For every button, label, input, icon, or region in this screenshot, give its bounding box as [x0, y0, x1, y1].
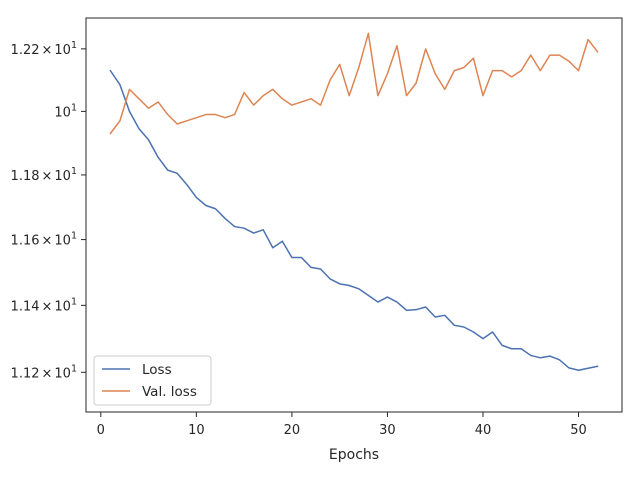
y-tick-label: 1.16 × 101 — [11, 231, 77, 249]
series-line-val-loss — [109, 32, 599, 135]
legend-label-val-loss: Val. loss — [142, 384, 197, 400]
y-tick-label: 1.12 × 101 — [11, 363, 77, 381]
y-tick-label: 101 — [54, 102, 77, 120]
x-axis: 0 10 20 30 40 50 — [97, 412, 587, 438]
x-tick-label: 50 — [570, 423, 587, 438]
x-axis-label: Epochs — [329, 447, 379, 463]
plot-background — [86, 18, 622, 412]
x-tick-label: 10 — [188, 423, 205, 438]
series-line-loss — [109, 69, 599, 372]
x-tick-label: 20 — [284, 423, 301, 438]
plot-frame — [85, 17, 623, 413]
x-tick-label: 30 — [379, 423, 396, 438]
legend: Loss Val. loss — [93, 355, 212, 406]
series-layer — [109, 32, 599, 372]
y-axis: 1.12 × 101 1.14 × 101 1.16 × 101 1.18 × 101 101 1.22 ×… — [11, 40, 86, 381]
x-tick-label: 0 — [97, 423, 105, 438]
y-tick-label: 1.18 × 101 — [11, 166, 77, 184]
x-tick-label: 40 — [475, 423, 492, 438]
y-tick-label: 1.22 × 101 — [11, 40, 77, 58]
y-tick-label: 1.14 × 101 — [11, 296, 77, 314]
legend-label-loss: Loss — [142, 362, 172, 378]
